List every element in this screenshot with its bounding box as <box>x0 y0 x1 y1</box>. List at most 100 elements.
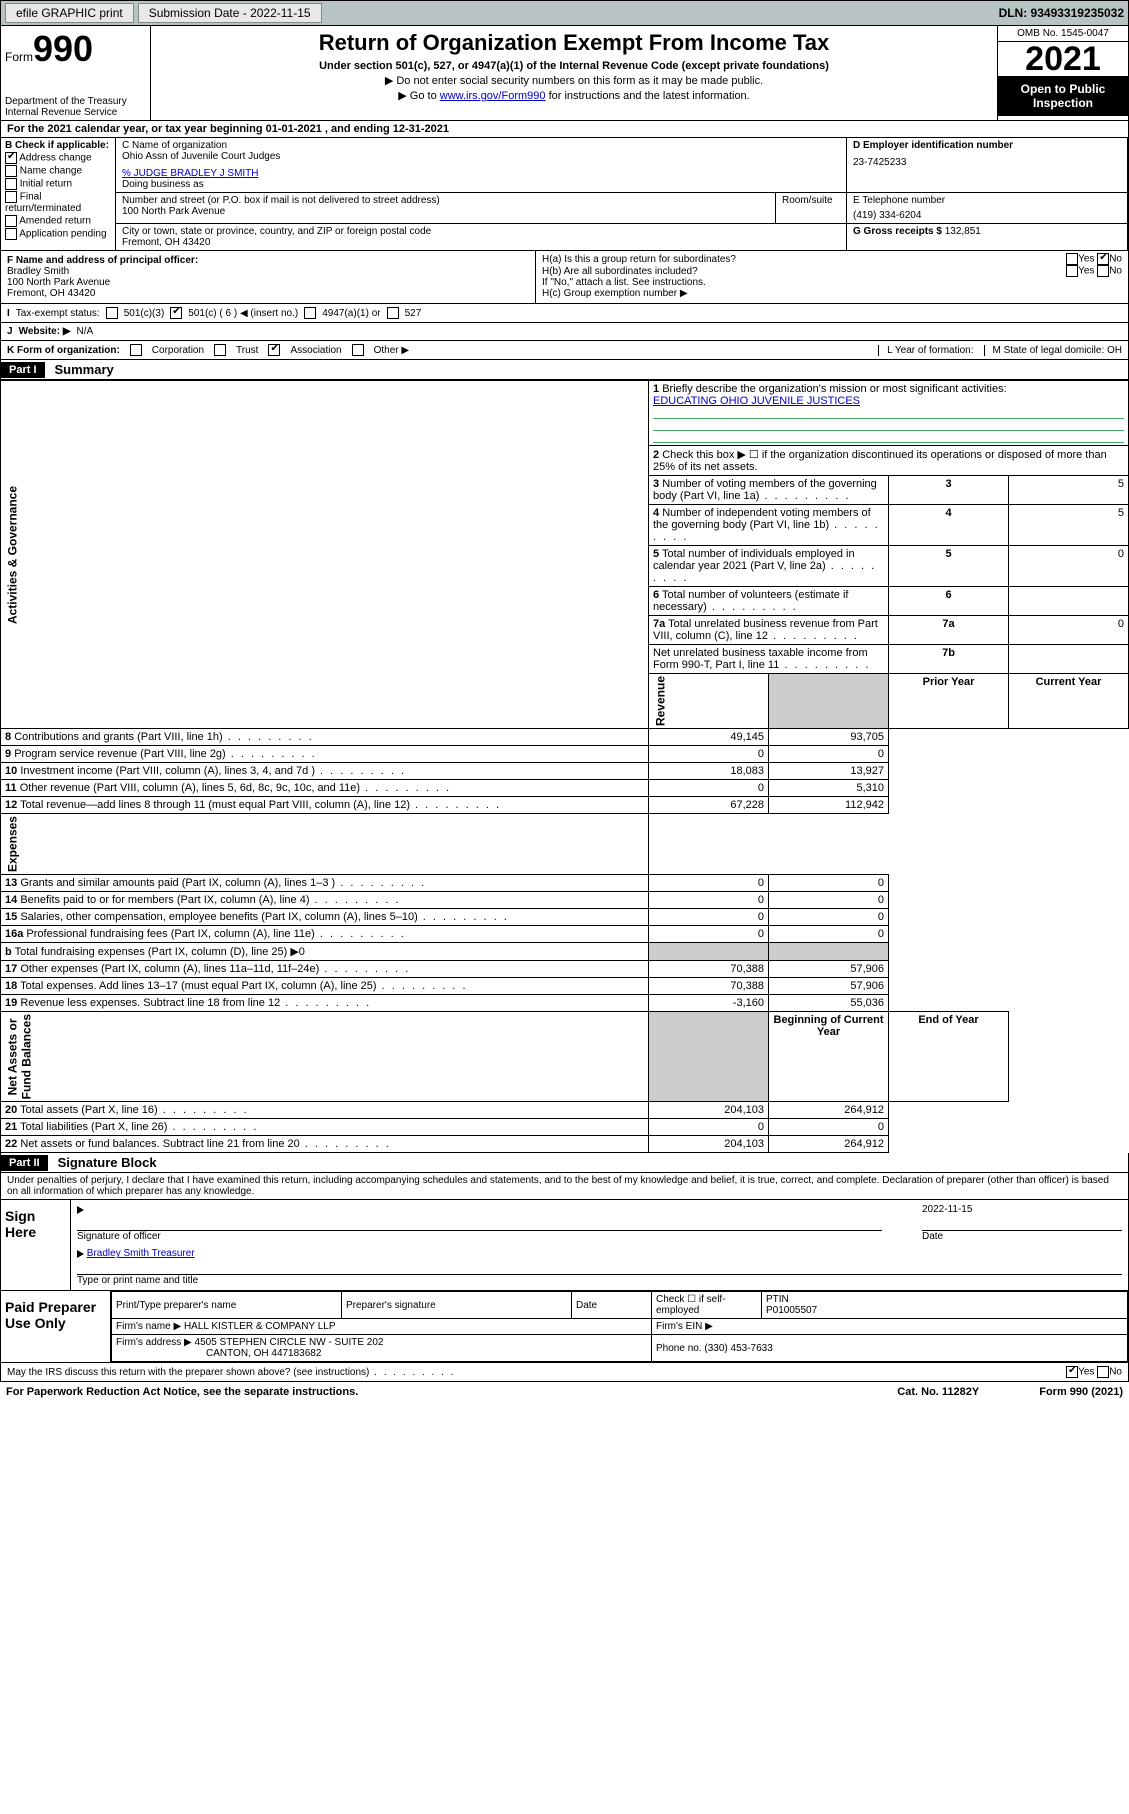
k-other[interactable] <box>352 344 364 356</box>
m-label: M State of legal domicile: OH <box>984 345 1123 356</box>
b-opt-1: Name change <box>20 166 82 177</box>
officer-name: Bradley Smith <box>7 266 529 277</box>
efile-button[interactable]: efile GRAPHIC print <box>5 3 134 23</box>
room-label: Room/suite <box>776 193 846 223</box>
firm-name: HALL KISTLER & COMPANY LLP <box>184 1321 336 1332</box>
ptin-value: P01005507 <box>766 1305 817 1316</box>
hdr-curr: Current Year <box>1009 674 1129 729</box>
summary-table: Activities & Governance 1 Briefly descri… <box>0 380 1129 1153</box>
chk-app-pending[interactable] <box>5 228 17 240</box>
note2-post: for instructions and the latest informat… <box>546 90 750 102</box>
perjury-declaration: Under penalties of perjury, I declare th… <box>0 1173 1129 1200</box>
side-net: Net Assets or Fund Balances <box>1 1012 649 1102</box>
form-note-2: ▶ Go to www.irs.gov/Form990 for instruct… <box>155 89 993 102</box>
e-label: E Telephone number <box>853 195 1121 206</box>
k-opt1: Trust <box>236 345 258 356</box>
side-gov: Activities & Governance <box>1 381 649 729</box>
submission-date-button[interactable]: Submission Date - 2022-11-15 <box>138 3 322 23</box>
hb-yes[interactable] <box>1066 265 1078 277</box>
k-opt2: Association <box>290 345 341 356</box>
line-j: J Website: ▶ N/A <box>0 323 1129 341</box>
top-bar: efile GRAPHIC print Submission Date - 20… <box>0 0 1129 26</box>
footer: For Paperwork Reduction Act Notice, see … <box>0 1382 1129 1402</box>
part2-bar: Part II <box>1 1155 48 1171</box>
care-of-link[interactable]: % JUDGE BRADLEY J SMITH <box>122 168 259 179</box>
chk-name-change[interactable] <box>5 165 17 177</box>
foot-b: Cat. No. 11282Y <box>897 1386 979 1398</box>
chk-address-change[interactable] <box>5 152 17 164</box>
fh-block: F Name and address of principal officer:… <box>0 251 1129 304</box>
line-a: For the 2021 calendar year, or tax year … <box>0 121 1129 138</box>
l-label: L Year of formation: <box>878 345 973 356</box>
chk-initial-return[interactable] <box>5 178 17 190</box>
k-assoc[interactable] <box>268 344 280 356</box>
telephone-value: (419) 334-6204 <box>853 210 1121 221</box>
firm-ein-label: Firm's EIN ▶ <box>652 1319 1128 1335</box>
i-501c3[interactable] <box>106 307 118 319</box>
firm-label: Firm's name ▶ <box>116 1321 181 1332</box>
i-527[interactable] <box>387 307 399 319</box>
ha-no[interactable] <box>1097 253 1109 265</box>
discuss-row: May the IRS discuss this return with the… <box>0 1363 1129 1382</box>
paid-preparer-label: Paid Preparer Use Only <box>1 1291 111 1362</box>
d-label: D Employer identification number <box>853 140 1121 151</box>
section-b: B Check if applicable: Address change Na… <box>1 138 116 250</box>
discuss-no[interactable] <box>1097 1366 1109 1378</box>
part1-header: Part I Summary <box>0 360 1129 380</box>
g-label: G Gross receipts $ <box>853 226 942 237</box>
k-label: K Form of organization: <box>7 345 120 356</box>
i-501c[interactable] <box>170 307 182 319</box>
phone-label: Phone no. <box>656 1343 702 1354</box>
sign-block: Sign Here Signature of officer 2022-11-1… <box>0 1200 1129 1291</box>
firm-addr2: CANTON, OH 447183682 <box>206 1348 321 1359</box>
b-opt-4: Amended return <box>19 216 91 227</box>
prep-h3: Date <box>572 1292 652 1319</box>
foot-c: Form 990 (2021) <box>1039 1386 1123 1398</box>
k-opt3: Other ▶ <box>374 345 409 356</box>
sign-date-value: 2022-11-15 <box>922 1204 1122 1215</box>
i-4947[interactable] <box>304 307 316 319</box>
org-name: Ohio Assn of Juvenile Court Judges <box>122 151 840 162</box>
preparer-block: Paid Preparer Use Only Print/Type prepar… <box>0 1291 1129 1363</box>
i-opt0: 501(c)(3) <box>124 308 165 319</box>
line-klm: K Form of organization: Corporation Trus… <box>0 341 1129 360</box>
mission-link[interactable]: EDUCATING OHIO JUVENILE JUSTICES <box>653 395 860 407</box>
hb-no[interactable] <box>1097 265 1109 277</box>
form-label-small: Form <box>5 50 33 64</box>
ptin-label: PTIN <box>766 1294 789 1305</box>
triangle-icon <box>77 1206 84 1214</box>
prep-h4: Check ☐ if self-employed <box>652 1292 762 1319</box>
prep-h2: Preparer's signature <box>342 1292 572 1319</box>
j-label: Website: ▶ <box>19 326 71 337</box>
q1-text: Briefly describe the organization's miss… <box>662 383 1006 395</box>
irs-link[interactable]: www.irs.gov/Form990 <box>440 90 546 102</box>
firm-addr1: 4505 STEPHEN CIRCLE NW - SUITE 202 <box>195 1337 384 1348</box>
firm-addr-label: Firm's address ▶ <box>116 1337 192 1348</box>
form-header: Form990 Department of the Treasury Inter… <box>0 26 1129 121</box>
officer-addr1: 100 North Park Avenue <box>7 277 529 288</box>
k-opt0: Corporation <box>152 345 204 356</box>
part1-title: Summary <box>45 360 124 379</box>
k-corp[interactable] <box>130 344 142 356</box>
i-opt3: 527 <box>405 308 422 319</box>
q2-text: Check this box ▶ ☐ if the organization d… <box>653 449 1107 473</box>
part2-header: Part II Signature Block <box>0 1153 1129 1173</box>
discuss-yes[interactable] <box>1066 1366 1078 1378</box>
hdr-prior: Prior Year <box>889 674 1009 729</box>
city-value: Fremont, OH 43420 <box>122 237 840 248</box>
type-name-label: Type or print name and title <box>77 1275 198 1286</box>
note2-pre: ▶ Go to <box>398 90 439 102</box>
chk-amended[interactable] <box>5 215 17 227</box>
sig-officer-label: Signature of officer <box>77 1231 161 1242</box>
foot-a: For Paperwork Reduction Act Notice, see … <box>6 1386 358 1398</box>
sign-date-label: Date <box>922 1231 943 1242</box>
gross-receipts-value: 132,851 <box>945 226 981 237</box>
signer-name-link[interactable]: Bradley Smith Treasurer <box>87 1248 195 1259</box>
chk-final-return[interactable] <box>5 191 17 203</box>
part2-title: Signature Block <box>48 1153 167 1172</box>
k-trust[interactable] <box>214 344 226 356</box>
f-label: F Name and address of principal officer: <box>7 255 529 266</box>
discuss-text: May the IRS discuss this return with the… <box>7 1367 455 1378</box>
side-exp: Expenses <box>1 814 649 875</box>
ha-yes[interactable] <box>1066 253 1078 265</box>
